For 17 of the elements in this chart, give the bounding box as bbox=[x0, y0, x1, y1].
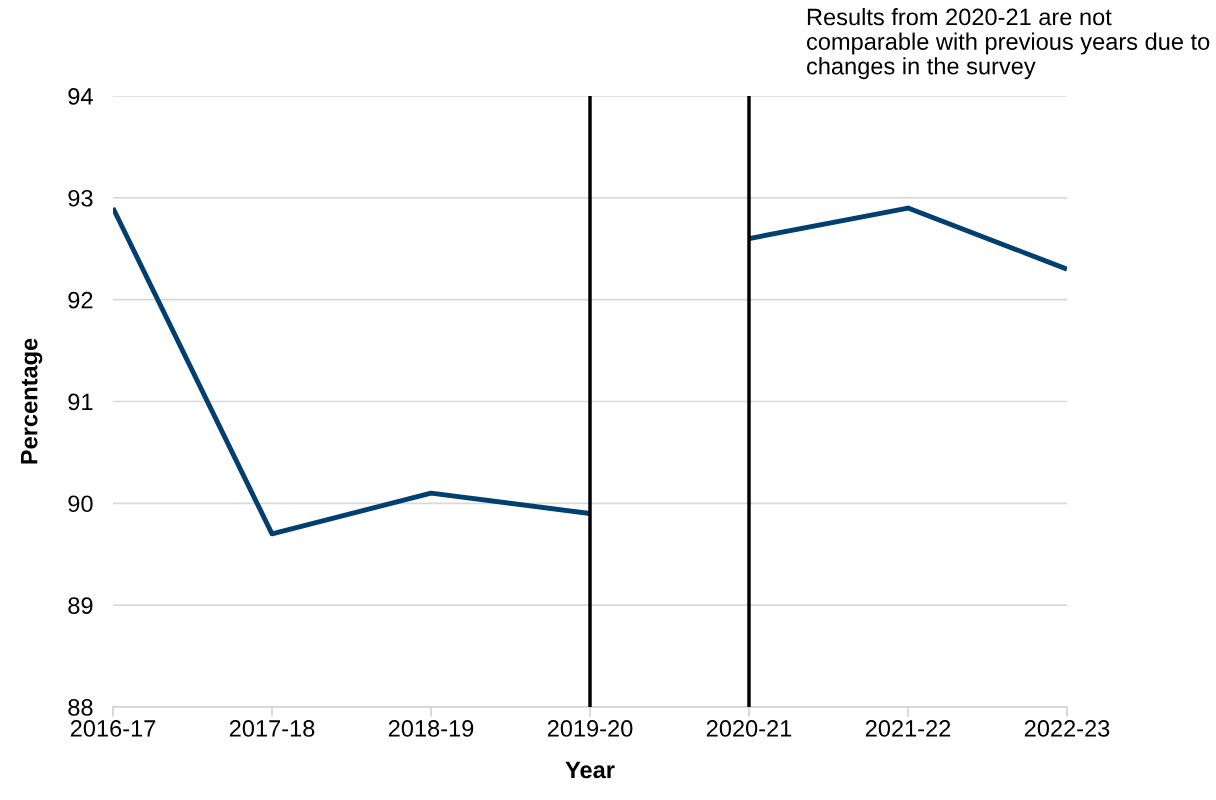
x-tick-label: 2016-17 bbox=[70, 720, 156, 737]
x-axis-title: Year bbox=[565, 761, 615, 779]
x-tick-label: 2019-20 bbox=[547, 720, 633, 737]
y-tick-label: 89 bbox=[68, 597, 93, 614]
y-axis-title: Percentage bbox=[21, 338, 43, 464]
y-tick-label: 88 bbox=[68, 699, 93, 716]
y-tick-label: 90 bbox=[68, 495, 93, 513]
y-tick-label: 91 bbox=[68, 393, 93, 411]
x-tick-label: 2022-23 bbox=[1024, 720, 1110, 737]
x-tick-label: 2017-18 bbox=[229, 720, 315, 737]
x-tick-label: 2020-21 bbox=[706, 720, 792, 737]
text: Results from 2020-21 are not comparable with previous years due to changes in the survey bbox=[807, 8, 1210, 80]
y-tick-label: 94 bbox=[68, 88, 93, 105]
x-tick-label: 2018-19 bbox=[388, 720, 474, 737]
y-tick-label: 93 bbox=[68, 189, 93, 207]
x-tick-label: 2021-22 bbox=[865, 720, 951, 737]
y-tick-label: 92 bbox=[68, 291, 93, 309]
